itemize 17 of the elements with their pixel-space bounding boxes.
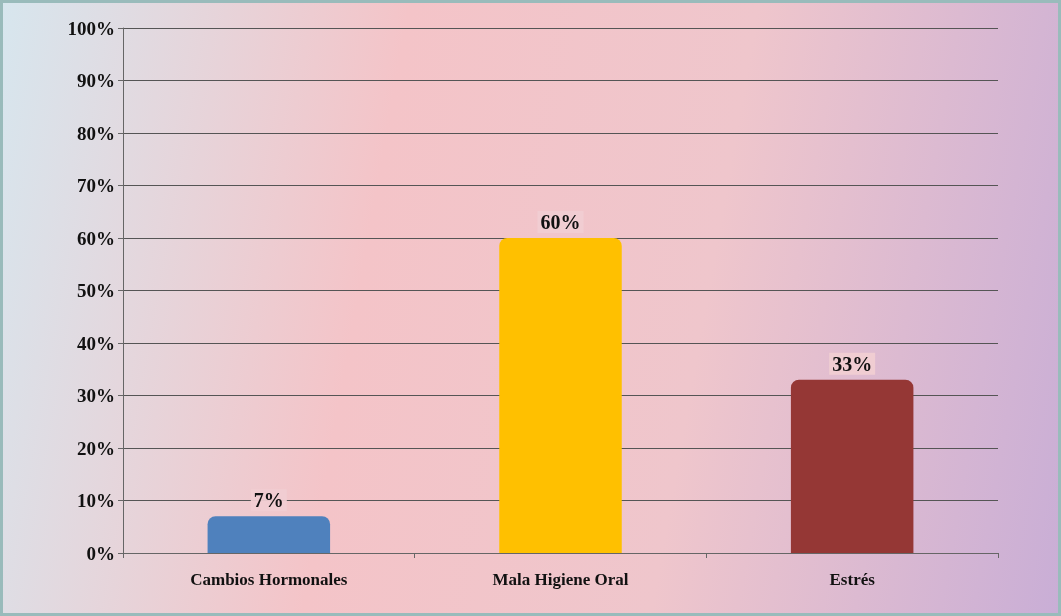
x-tick-label: Estrés [829,570,876,589]
data-label: 7% [253,489,284,512]
y-tick-label: 70% [77,175,115,196]
data-label: 33% [832,352,873,375]
y-tick-label: 0% [86,542,115,564]
data-label: 60% [540,211,581,233]
y-tick-label: 60% [77,227,115,249]
y-tick-label: 90% [77,70,115,91]
y-tick-label: 50% [77,280,115,301]
y-tick-label: 30% [77,385,115,406]
x-tick-label: Mala Higiene Oral [492,570,629,589]
y-tick-label: 20% [77,437,115,459]
y-tick-label: 10% [77,490,115,511]
y-tick-label: 40% [77,332,115,354]
x-tick-label: Cambios Hormonales [190,570,348,589]
y-tick-label: 80% [77,122,115,144]
y-tick-label: 100% [67,17,115,39]
